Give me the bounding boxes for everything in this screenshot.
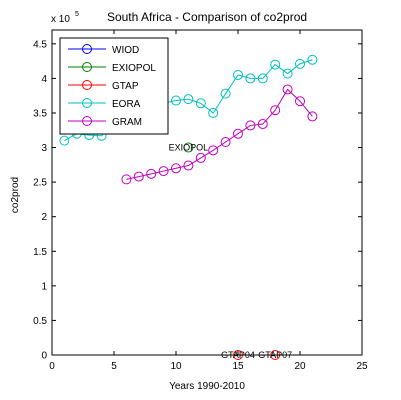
x-axis-label: Years 1990-2010: [169, 381, 245, 392]
data-point-gram: [307, 111, 318, 122]
y-tick-label: 4: [41, 74, 47, 85]
data-point-gram: [282, 84, 293, 95]
data-point-eora: [220, 88, 231, 99]
data-point-eora: [295, 58, 305, 69]
y-tick-label: 1.5: [33, 247, 47, 258]
x-tick-label: 20: [294, 361, 306, 372]
data-point-gram: [158, 166, 169, 177]
data-point-eora: [282, 68, 293, 79]
legend-label-wiod: WIOD: [112, 45, 139, 56]
series-line-gram: [126, 88, 313, 180]
y-exponent-label: x 10: [51, 14, 70, 25]
data-point-gram: [295, 96, 305, 107]
data-point-gram: [133, 171, 144, 182]
y-tick-label: 1: [41, 281, 47, 292]
data-point-gram: [121, 174, 132, 185]
x-tick-label: 0: [49, 361, 55, 372]
legend-marker-wiod: [82, 44, 92, 54]
data-point-eora: [233, 69, 243, 80]
x-tick-label: 25: [356, 361, 368, 372]
data-point-eora: [183, 94, 194, 105]
data-point-eora: [270, 59, 281, 70]
legend-marker-gram: [82, 116, 92, 126]
y-tick-label: 0: [41, 351, 47, 362]
data-point-gram: [220, 137, 231, 148]
data-point-gram: [233, 128, 243, 139]
legend-box: [59, 37, 169, 135]
plot-area: 0 5 10 15 20 25 0 0.5 1 1.5 2 2.5 3 3.5 4 4.5 EXIOPOL GTA…: [33, 29, 368, 372]
annotation-label: GTAP04: [221, 350, 255, 360]
data-point-eora: [208, 107, 219, 118]
legend-label-exiopol: EXIOPOL: [112, 63, 156, 74]
y-tick-label: 0.5: [33, 316, 47, 327]
data-point-gram: [245, 120, 256, 131]
data-point-eora: [307, 54, 318, 65]
legend-marker-gtap: [82, 80, 92, 90]
annotation-label: EXIOPOL: [169, 143, 209, 153]
y-exponent-power: 5: [75, 11, 79, 18]
legend-marker-exiopol: [82, 62, 92, 72]
data-point-gtap: [233, 350, 243, 360]
legend-label-gram: GRAM: [112, 117, 142, 128]
y-axis-label: co2prod: [10, 177, 21, 213]
data-point-eora: [59, 135, 70, 146]
data-point-gram: [270, 105, 281, 116]
chart-title: South Africa - Comparison of co2prod: [107, 10, 307, 24]
y-tick-label: 2: [41, 212, 47, 223]
annotation-label: GTAP07: [258, 350, 292, 360]
data-point-eora: [257, 73, 268, 84]
data-point-eora: [171, 95, 181, 106]
data-point-gram: [257, 119, 268, 130]
data-point-gram: [195, 152, 206, 163]
y-tick-label: 2.5: [33, 178, 47, 189]
x-tick-label: 5: [111, 361, 117, 372]
legend-label-eora: EORA: [112, 99, 141, 110]
data-point-exiopol: [183, 142, 194, 153]
y-tick-label: 4.5: [33, 39, 47, 50]
data-point-gram: [171, 163, 181, 174]
data-point-gram: [146, 168, 157, 179]
legend-label-gtap: GTAP: [112, 81, 139, 92]
legend-marker-eora: [82, 98, 92, 108]
data-point-gram: [183, 160, 194, 171]
y-tick-label: 3.5: [33, 108, 47, 119]
y-tick-label: 3: [41, 143, 47, 154]
data-point-gram: [208, 145, 219, 156]
x-tick-label: 10: [170, 361, 182, 372]
data-point-gtap: [270, 350, 281, 360]
data-point-eora: [245, 73, 256, 84]
axes-box: [51, 29, 363, 356]
x-tick-label: 15: [232, 361, 244, 372]
data-point-eora: [195, 98, 206, 109]
